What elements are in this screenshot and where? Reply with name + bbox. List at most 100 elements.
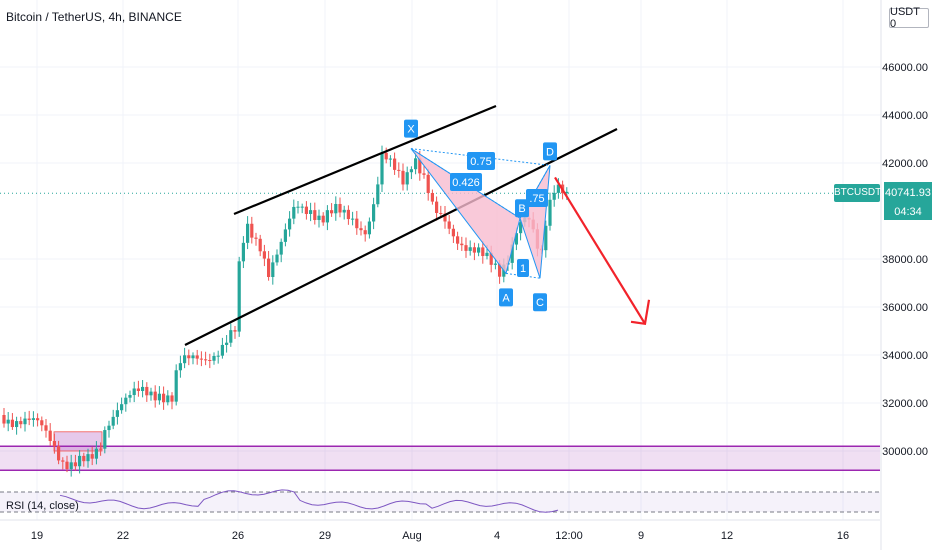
candle-body: [317, 215, 321, 220]
candle-body: [6, 419, 10, 424]
candle-body: [65, 461, 69, 469]
rsi-panel: [0, 489, 880, 513]
point-label-a-bg: [499, 288, 513, 307]
candle-body: [10, 419, 14, 428]
candle-body: [292, 206, 296, 219]
rsi-label: RSI (14, close): [6, 500, 79, 512]
candle-body: [141, 386, 145, 391]
candle-body: [309, 210, 313, 214]
candle-body: [166, 395, 170, 403]
candle-body: [363, 230, 367, 235]
rsi-line: [59, 489, 559, 513]
y-tick-label: 46000.00: [882, 62, 928, 74]
candle-body: [325, 210, 329, 223]
candle-body: [359, 228, 363, 231]
candle-body: [111, 416, 115, 426]
candle-body: [48, 430, 52, 441]
x-tick-label: 9: [638, 530, 644, 542]
x-tick-label: 16: [837, 530, 849, 542]
candle-body: [460, 243, 464, 246]
x-tick-label: 12: [721, 530, 733, 542]
candle-body: [187, 355, 191, 359]
candle-body: [296, 206, 300, 208]
candle-body: [174, 370, 178, 402]
channel-lower: [184, 128, 618, 346]
candle-body: [544, 225, 548, 251]
candle-body: [384, 152, 388, 160]
candle-body: [493, 263, 497, 265]
candle-body: [279, 241, 283, 255]
candle-body: [313, 210, 317, 220]
candle-body: [208, 360, 212, 362]
candle-body: [229, 330, 233, 343]
point-label-x-bg: [404, 119, 418, 138]
candle-body: [132, 388, 136, 396]
rsi-band: [0, 492, 880, 512]
candle-body: [153, 391, 157, 401]
candle-body: [258, 238, 262, 252]
candle-body: [262, 251, 266, 259]
candle-body: [115, 410, 119, 417]
x-tick-label: Aug: [402, 530, 422, 542]
candle-body: [355, 218, 359, 229]
candle-body: [376, 184, 380, 205]
candle-body: [19, 421, 23, 425]
candle-body: [103, 430, 107, 449]
point-label-b: B: [518, 203, 525, 215]
point-label-d: D: [546, 146, 554, 158]
candle-body: [267, 258, 271, 277]
candle-body: [61, 460, 65, 462]
candle-body: [485, 252, 489, 257]
candle-body: [372, 204, 376, 222]
point-label-b-bg: [515, 199, 529, 218]
candle-body: [107, 425, 111, 431]
candle-body: [212, 355, 216, 361]
candle-body: [136, 388, 140, 391]
candle-body: [430, 192, 434, 202]
x-tick-label: 12:00: [555, 530, 583, 542]
symbol-tag: BTCUSDT: [834, 184, 881, 202]
candle-body: [162, 393, 166, 403]
candle-body: [510, 244, 514, 263]
projection-arrow[interactable]: [554, 176, 651, 326]
candle-body: [31, 418, 35, 420]
point-label-c-bg: [533, 293, 547, 312]
candle-body: [472, 247, 476, 253]
y-tick-label: 42000.00: [882, 158, 928, 170]
candle-body: [498, 263, 502, 277]
candle-body: [99, 448, 103, 450]
support-zone: [0, 431, 880, 471]
support-box: [53, 431, 103, 452]
ratio-label-3-bg: [517, 259, 529, 277]
candle-body: [477, 247, 481, 253]
candle-body: [23, 418, 27, 425]
candle-body: [304, 206, 308, 214]
candle-body: [426, 174, 430, 193]
currency-selector[interactable]: USDT 0: [889, 6, 929, 30]
candle-body: [346, 209, 350, 220]
candle-body: [86, 454, 90, 462]
candle-body: [489, 252, 493, 265]
candle-body: [422, 173, 426, 175]
candle-body: [254, 237, 258, 239]
candle-body: [90, 454, 94, 459]
channel-lines[interactable]: [184, 104, 618, 346]
candle-body: [94, 448, 98, 459]
candle-body: [414, 158, 418, 170]
harmonic-pattern[interactable]: X A B C D 0.75 0.426 .75 1: [404, 119, 557, 312]
candle-body: [170, 395, 174, 402]
x-tick-label: 29: [319, 530, 331, 542]
candle-body: [225, 342, 229, 345]
y-tick-label: 44000.00: [882, 110, 928, 122]
candle-body: [36, 418, 40, 421]
candle-body: [342, 209, 346, 213]
ratio-label-0-bg: [467, 152, 495, 170]
point-label-d-bg: [543, 142, 557, 161]
candle-body: [464, 245, 468, 251]
candle-body: [548, 199, 552, 226]
candle-body: [145, 386, 149, 396]
candle-body: [199, 358, 203, 360]
point-label-c: C: [536, 297, 544, 309]
